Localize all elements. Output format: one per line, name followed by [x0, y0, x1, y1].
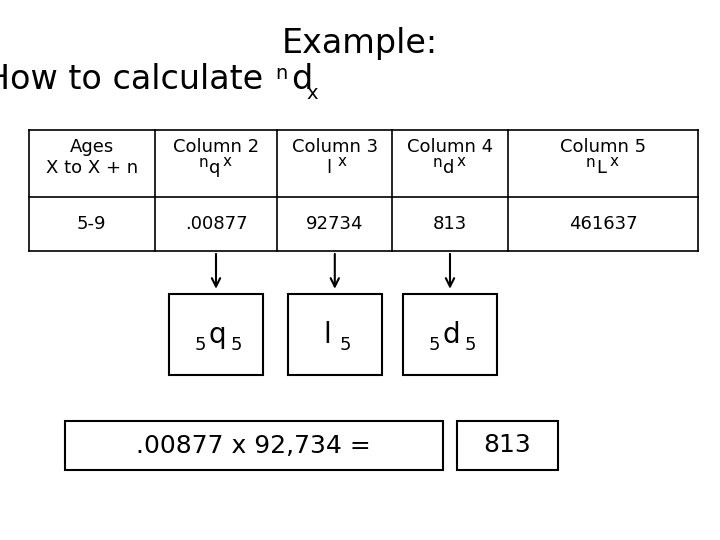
Text: Column 5: Column 5 — [560, 138, 646, 156]
Text: l: l — [324, 321, 331, 349]
Text: 5: 5 — [340, 335, 351, 354]
Text: Column 2: Column 2 — [173, 138, 259, 156]
Text: .00877: .00877 — [185, 215, 247, 233]
Text: Ages: Ages — [70, 138, 114, 156]
Text: q: q — [209, 159, 220, 177]
Text: n: n — [432, 155, 442, 170]
Bar — [65, 421, 443, 470]
Text: .00877 x 92,734 =: .00877 x 92,734 = — [136, 434, 372, 457]
Text: x: x — [610, 154, 619, 169]
Text: 5-9: 5-9 — [77, 215, 107, 233]
Text: How to calculate: How to calculate — [0, 63, 274, 96]
Text: x: x — [306, 84, 318, 103]
Text: d: d — [292, 63, 313, 96]
Text: 813: 813 — [484, 434, 531, 457]
Text: x: x — [223, 154, 232, 169]
Text: n: n — [198, 155, 208, 170]
Text: 5: 5 — [428, 335, 440, 354]
Text: q: q — [209, 321, 226, 349]
Text: d: d — [443, 159, 454, 177]
Text: Example:: Example: — [282, 26, 438, 60]
Text: Column 3: Column 3 — [292, 138, 378, 156]
Text: 5: 5 — [230, 335, 242, 354]
Text: 461637: 461637 — [569, 215, 637, 233]
Text: 5: 5 — [194, 335, 206, 354]
Text: x: x — [338, 154, 346, 169]
Text: X to X + n: X to X + n — [46, 159, 138, 177]
Bar — [403, 294, 497, 375]
Text: 813: 813 — [433, 215, 467, 233]
Text: n: n — [585, 155, 595, 170]
Text: l: l — [326, 159, 332, 177]
Text: n: n — [275, 64, 287, 83]
Text: L: L — [597, 159, 606, 177]
Text: 5: 5 — [464, 335, 476, 354]
Bar — [457, 421, 558, 470]
Text: Column 4: Column 4 — [407, 138, 493, 156]
Bar — [169, 294, 263, 375]
Text: 92734: 92734 — [306, 215, 364, 233]
Bar — [288, 294, 382, 375]
Text: x: x — [457, 154, 466, 169]
Text: d: d — [443, 321, 460, 349]
